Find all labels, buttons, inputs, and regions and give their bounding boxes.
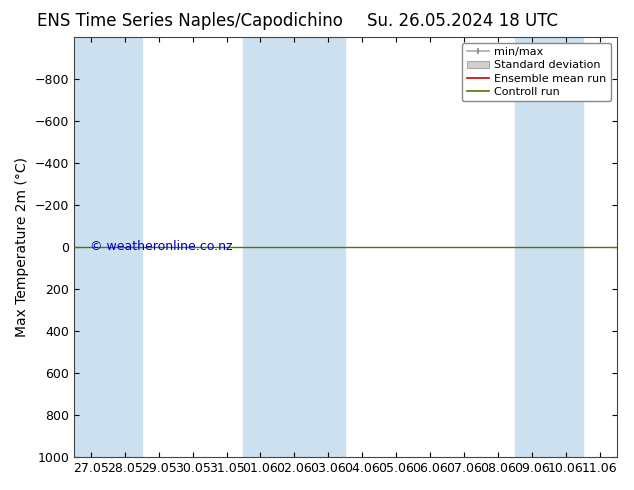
Text: ENS Time Series Naples/Capodichino: ENS Time Series Naples/Capodichino [37,12,343,30]
Bar [515,37,583,457]
Legend: min/max, Standard deviation, Ensemble mean run, Controll run: min/max, Standard deviation, Ensemble me… [462,43,611,101]
Bar [74,37,142,457]
Y-axis label: Max Temperature 2m (°C): Max Temperature 2m (°C) [15,157,29,337]
Bar [243,37,346,457]
Text: Su. 26.05.2024 18 UTC: Su. 26.05.2024 18 UTC [367,12,559,30]
Text: © weatheronline.co.nz: © weatheronline.co.nz [90,240,233,253]
